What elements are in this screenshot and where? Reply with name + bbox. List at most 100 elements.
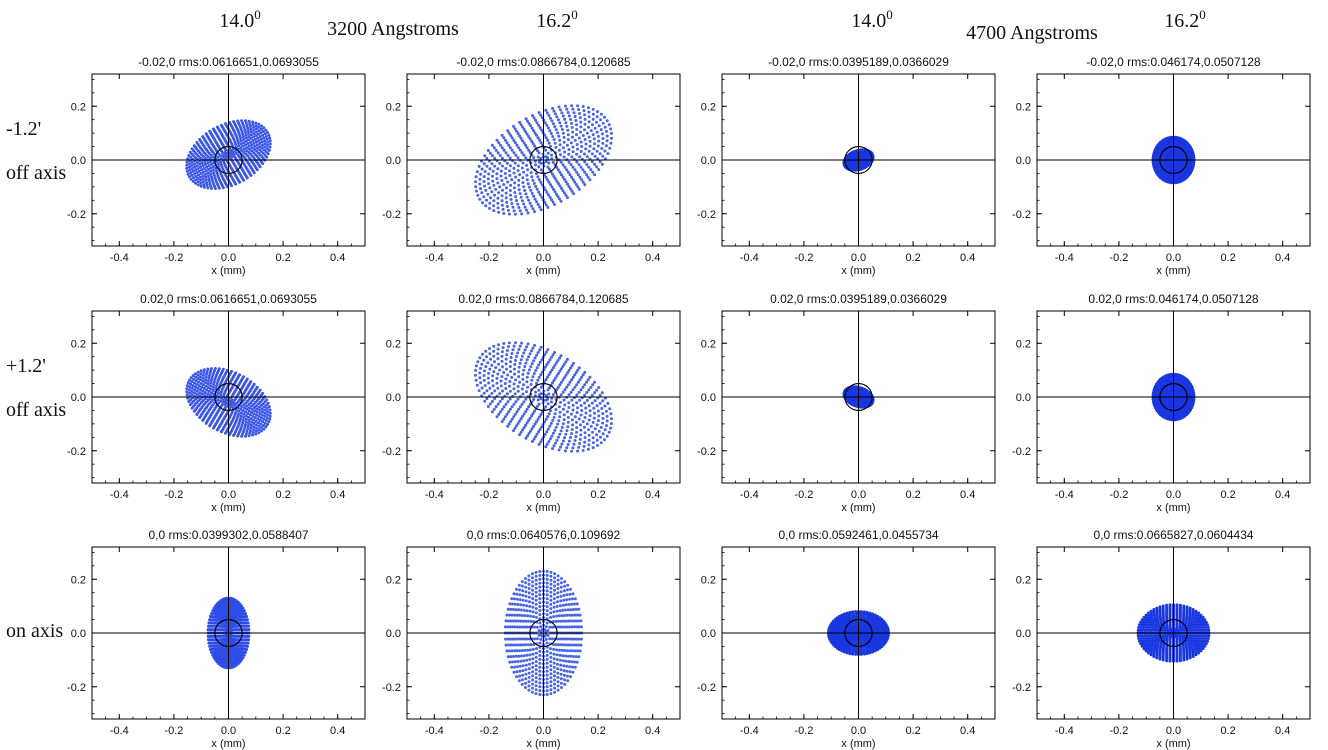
spot-point (257, 132, 260, 136)
spot-point (572, 192, 575, 196)
spot-point (199, 381, 203, 385)
spot-point (268, 145, 272, 149)
spot-point (490, 190, 494, 194)
spot-point (187, 388, 191, 392)
spot-point (230, 155, 234, 159)
spot-point (561, 131, 565, 135)
spot-point (577, 108, 581, 112)
reference-circle (1159, 383, 1188, 411)
spot-point (198, 162, 202, 166)
spot-point (561, 364, 565, 368)
x-axis-label: x (mm) (526, 265, 560, 277)
spot-point (581, 449, 585, 452)
spot-point (575, 128, 579, 131)
spot-point (570, 126, 574, 129)
spot-point (216, 162, 220, 166)
spot-point (601, 399, 605, 403)
spot-point (195, 382, 199, 386)
spot-point (196, 183, 200, 187)
spot-point (603, 404, 607, 408)
spot-point (559, 173, 563, 177)
spot-point (569, 118, 572, 121)
spot-point (591, 441, 595, 445)
spot-points (842, 148, 875, 172)
spot-point (528, 352, 532, 356)
spot-point (522, 351, 526, 355)
x-tick-label: 0.4 (330, 252, 345, 264)
spot-point (569, 187, 572, 191)
spot-point (240, 434, 244, 438)
spot-point (484, 349, 488, 353)
spot-point (240, 119, 244, 123)
spot-point (571, 408, 575, 412)
spot-point (476, 193, 480, 197)
spot-point (185, 393, 189, 397)
spot-point (596, 144, 600, 148)
spot-point (570, 428, 574, 431)
spot-point (599, 441, 603, 445)
spot-point (525, 421, 529, 425)
spot-point (518, 173, 522, 177)
spot-point (506, 153, 510, 157)
spot-point (266, 410, 270, 414)
spot-point (187, 400, 191, 403)
spot-point (567, 160, 571, 164)
spot-point (219, 430, 223, 434)
spot-point (236, 141, 240, 145)
spot-point (263, 139, 267, 143)
spot-point (266, 413, 270, 417)
spot-point (1151, 391, 1155, 394)
spot-point (261, 129, 265, 133)
spot-point (199, 178, 203, 182)
x-tick-label: 0.4 (960, 252, 975, 264)
spot-point (513, 372, 517, 376)
spot-point (578, 155, 582, 159)
spot-point (505, 205, 509, 208)
y-tick-label: 0.2 (386, 101, 401, 113)
spot-panel: -0.02,0 rms:0.0866784,0.120685-0.4 -0.2 0.… (382, 55, 681, 277)
spot-point (606, 401, 610, 405)
spot-point (219, 393, 223, 397)
spot-point (239, 417, 242, 421)
spot-point (250, 410, 254, 414)
spot-point (558, 410, 562, 414)
x-tick-label: -0.4 (740, 489, 759, 501)
spot-point (495, 415, 499, 419)
spot-point (510, 352, 514, 355)
spot-point (500, 354, 504, 358)
spot-point (487, 381, 491, 385)
spot-point (209, 184, 213, 188)
spot-point (550, 153, 553, 157)
spot-point (591, 436, 595, 440)
spot-point (524, 143, 528, 147)
spot-point (592, 406, 596, 410)
spot-point (563, 150, 567, 154)
spot-point (487, 182, 491, 186)
spot-point (499, 143, 502, 147)
spot-point (581, 385, 585, 389)
spot-panel: 0.02,0 rms:0.0395189,0.0366029-0.4 -0.2 0.… (697, 292, 996, 514)
spot-point (544, 148, 548, 152)
spot-point (597, 139, 601, 143)
panel-title: 0.02,0 rms:0.0616651,0.0693055 (140, 292, 317, 306)
spot-point (254, 426, 258, 430)
spot-point (554, 408, 558, 412)
spot-point (505, 349, 509, 352)
spot-point (192, 377, 196, 381)
spot-point (524, 130, 528, 134)
spot-point (525, 173, 529, 177)
spot-point (490, 391, 494, 395)
spot-point (566, 425, 570, 429)
spot-point (242, 150, 246, 154)
spot-point (203, 391, 207, 395)
spot-point (573, 115, 577, 118)
spot-point (600, 391, 604, 395)
spot-point (546, 193, 550, 197)
spot-point (554, 128, 558, 132)
spot-point (474, 373, 477, 377)
spot-point (243, 425, 247, 429)
spot-point (565, 107, 569, 111)
spot-point (476, 360, 480, 364)
spot-point (597, 168, 601, 171)
spot-point (478, 177, 482, 181)
